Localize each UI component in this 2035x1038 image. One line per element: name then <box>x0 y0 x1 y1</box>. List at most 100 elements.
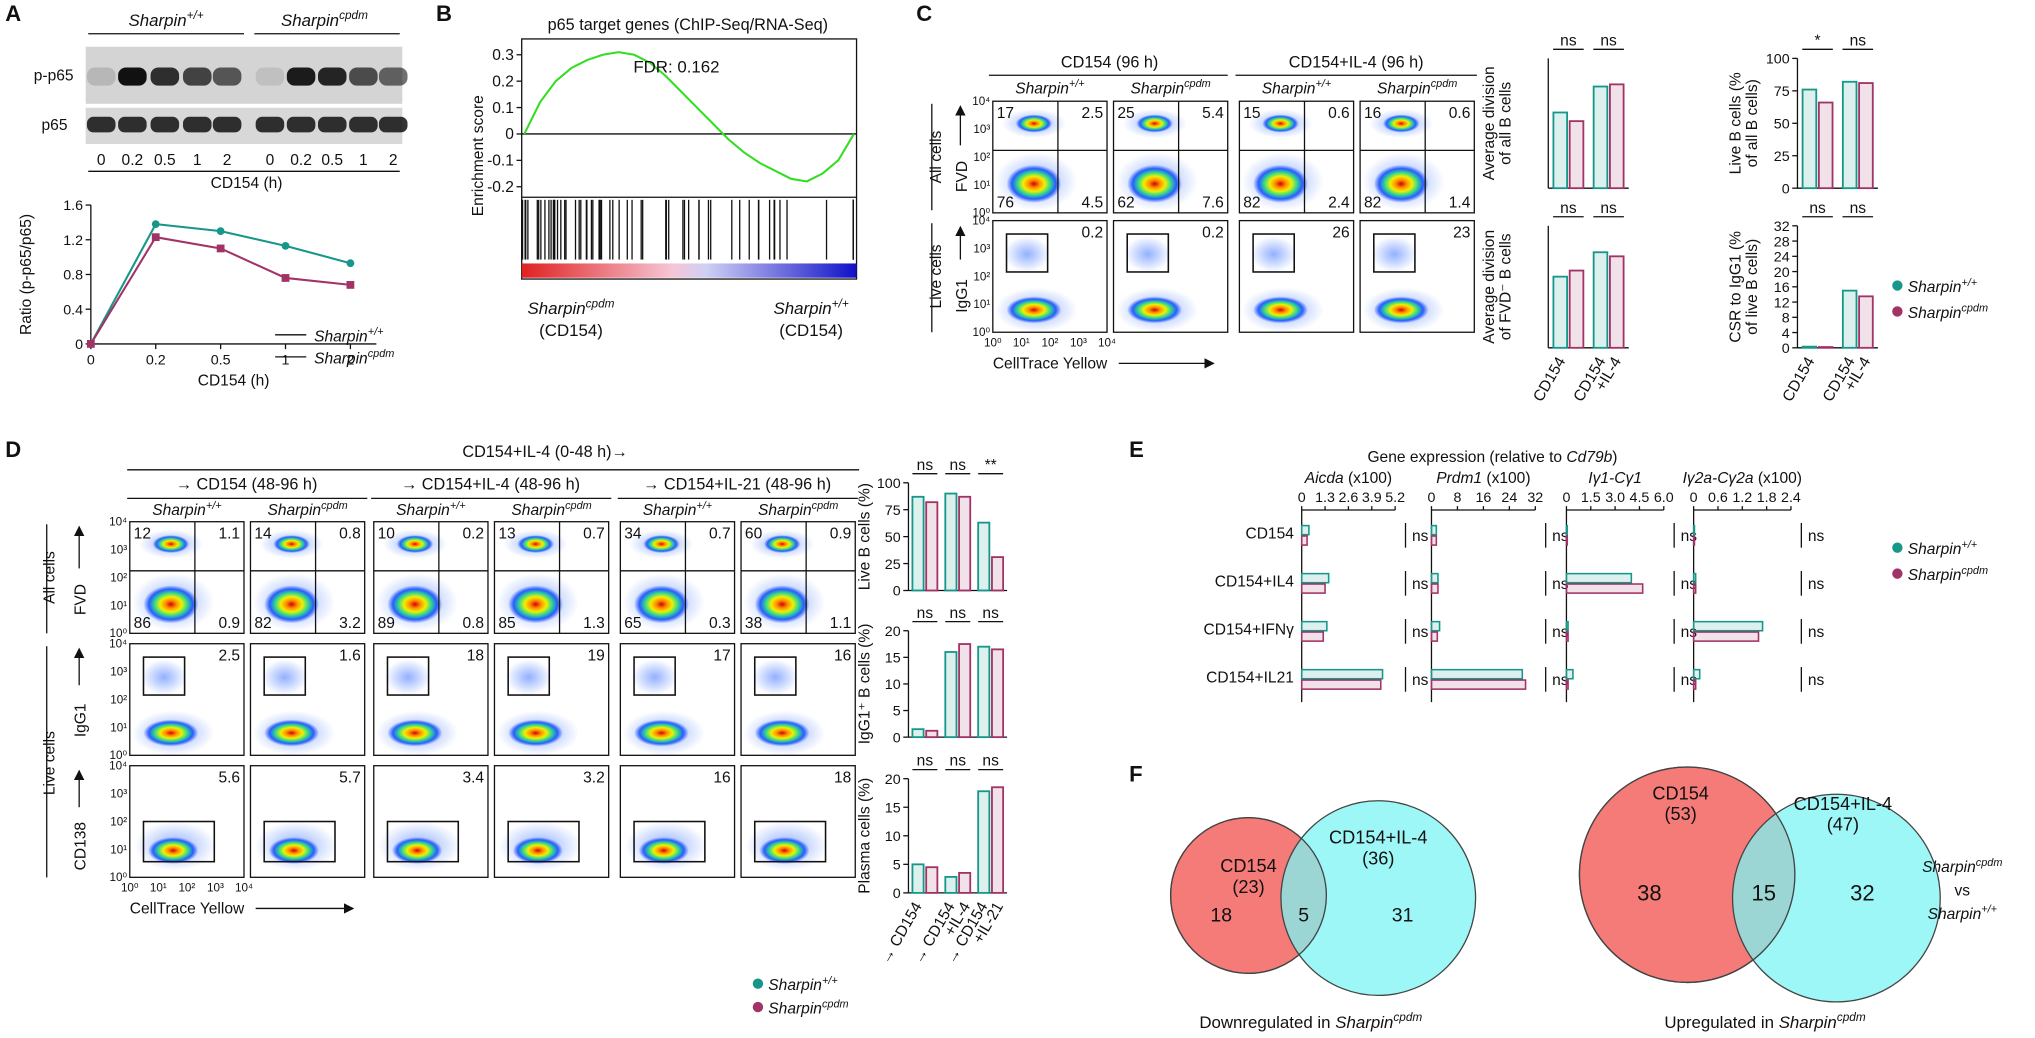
title-gene: Iγ1-Cγ1 <box>1588 470 1642 487</box>
venn-count: 31 <box>1392 904 1414 926</box>
x-tick-label: CD154 <box>1779 354 1818 405</box>
x-tick-label: 0 <box>1562 490 1570 506</box>
y-tick-label: 0.3 <box>492 47 514 64</box>
significance: ns <box>950 753 967 770</box>
genotype-label: Sharpin+/+ <box>1015 78 1084 97</box>
lane-label: 0.2 <box>122 152 144 169</box>
bar <box>1801 88 1818 190</box>
band <box>118 116 147 133</box>
y-tick-label: 0.2 <box>492 73 514 90</box>
panel-label: D <box>5 437 21 462</box>
x-tick-label: 8 <box>1453 490 1461 506</box>
log-tick-label: 10¹ <box>973 179 990 192</box>
band <box>286 67 316 86</box>
bar <box>1300 583 1326 594</box>
y-tick-label: 12 <box>1774 295 1790 311</box>
legend-marker <box>752 978 764 989</box>
bar <box>1817 346 1834 349</box>
quadrant-value: 13 <box>498 526 515 543</box>
bar <box>1552 275 1569 349</box>
gene: Sharpin <box>758 502 812 519</box>
x-tick-label: 3.0 <box>1605 490 1625 506</box>
band <box>255 67 285 86</box>
set-label: CD154+IL-4 <box>1794 794 1892 814</box>
genotype-label: Sharpincpdm <box>281 8 368 30</box>
cell-density <box>763 535 801 553</box>
gene: Sharpin <box>1928 906 1982 923</box>
significance: ns <box>1412 624 1429 641</box>
cell-density <box>1006 296 1062 324</box>
quadrant-value: 4.5 <box>1081 195 1103 212</box>
quadrant-value: 60 <box>745 526 763 543</box>
y-axis-label: Average division <box>1481 66 1498 180</box>
y-tick-label: 0.4 <box>63 302 83 318</box>
bar <box>925 729 939 739</box>
gate <box>1005 233 1049 273</box>
gene: Sharpin <box>314 328 368 345</box>
genotype-label: Sharpincpdm <box>528 296 615 318</box>
gene: Sharpin <box>1779 1013 1837 1032</box>
gene: Sharpin <box>1908 567 1962 584</box>
bar <box>958 871 972 894</box>
group-header: CD154+IL-4 (96 h) <box>1289 53 1424 71</box>
quadrant-value: 1.4 <box>1449 195 1471 212</box>
legend-marker <box>1892 542 1903 553</box>
group-header: CD154 (96 h) <box>1061 53 1158 71</box>
bar <box>1692 620 1764 632</box>
x-tick-label: 0 <box>1428 490 1436 506</box>
y-tick-label: 100 <box>1766 52 1790 68</box>
title-unit: (x100) <box>1754 470 1802 487</box>
genotype-label: Sharpincpdm <box>1377 78 1457 97</box>
bar <box>1300 631 1325 642</box>
series-line <box>89 223 351 345</box>
band <box>86 116 116 133</box>
bar <box>1565 668 1574 680</box>
gene: Sharpin <box>267 502 321 519</box>
cell-density <box>141 659 187 696</box>
cell-density <box>1373 164 1429 203</box>
log-tick-label: 10¹ <box>110 721 127 734</box>
lane-label: 2 <box>223 152 232 169</box>
cell-density <box>268 837 319 864</box>
y-axis-label: of live B cells) <box>1744 239 1761 335</box>
lane-label: 2 <box>389 152 398 169</box>
x-tick-label: 1.8 <box>1757 490 1777 506</box>
venn-set <box>1731 793 1941 1003</box>
venn-count: 15 <box>1751 881 1776 906</box>
gate-value: 16 <box>834 648 851 665</box>
bar <box>1817 101 1834 190</box>
gate-value: 17 <box>713 648 730 665</box>
cell-density <box>273 535 310 553</box>
condition-label: (CD154) <box>779 321 843 340</box>
allele: +/+ <box>206 500 222 512</box>
cell-density <box>261 659 308 696</box>
y-axis-label: IgG1⁺ B cells (%) <box>857 624 874 745</box>
y-axis-label: Live B cells (% <box>1727 72 1744 174</box>
x-tick-label: 0.5 <box>211 353 231 369</box>
genotype-label: Sharpin+/+ <box>396 500 465 519</box>
bar <box>977 790 991 894</box>
log-tick-label: 10³ <box>973 242 990 255</box>
bar <box>1692 679 1697 690</box>
log-tick-label: 10³ <box>110 544 127 557</box>
set-label: (36) <box>1362 848 1394 868</box>
axis-label: CD154 (h) <box>211 175 283 192</box>
rank-bar <box>521 263 857 278</box>
row-label: All cells <box>42 551 59 604</box>
legend-label: Sharpincpdm <box>768 998 848 1017</box>
quadrant-value: 15 <box>1243 105 1260 122</box>
significance: ns <box>1552 528 1569 545</box>
log-tick-label: 10⁴ <box>109 516 127 529</box>
cell-density <box>1127 296 1183 324</box>
log-tick-label: 10¹ <box>110 599 127 612</box>
y-axis-label: Ratio (p-p65/p65) <box>18 214 35 335</box>
significance: ns <box>1850 32 1867 49</box>
log-tick-label: 10⁴ <box>109 760 127 773</box>
y-tick-label: 0 <box>75 337 83 353</box>
cell-density <box>1371 236 1418 272</box>
lane-label: 1 <box>359 152 368 169</box>
band <box>86 67 116 86</box>
gate-value: 3.2 <box>583 770 605 787</box>
genotype-label: Sharpincpdm <box>758 500 838 519</box>
